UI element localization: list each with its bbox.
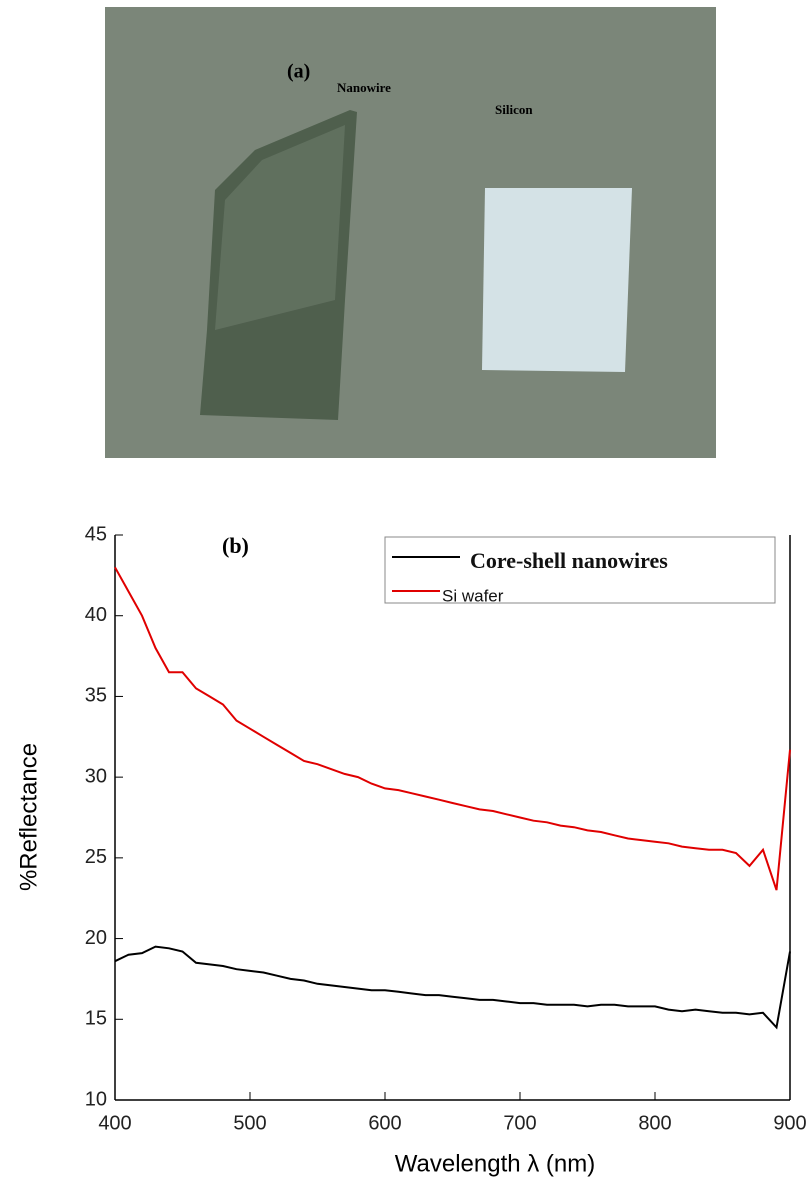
- y-tick-label: 35: [85, 685, 107, 707]
- photo-text: Nanowire: [337, 80, 391, 95]
- series-line: [115, 567, 790, 890]
- y-tick-label: 10: [85, 1088, 107, 1110]
- x-tick-label: 500: [233, 1112, 266, 1134]
- y-tick-label: 30: [85, 765, 107, 787]
- photo-label: (a): [287, 61, 310, 83]
- panel-label: (b): [222, 533, 249, 558]
- series-line: [115, 947, 790, 1028]
- y-tick-label: 40: [85, 604, 107, 626]
- x-tick-label: 400: [98, 1112, 131, 1134]
- x-tick-label: 800: [638, 1112, 671, 1134]
- figure: (a) Nanowire Silicon (b) Wavelength λ (n…: [0, 0, 810, 1190]
- legend-label: Si wafer: [442, 586, 504, 605]
- legend-label: Core-shell nanowires: [470, 548, 668, 573]
- x-tick-label: 900: [773, 1112, 806, 1134]
- y-tick-label: 45: [85, 523, 107, 545]
- x-tick-label: 700: [503, 1112, 536, 1134]
- silicon-sample: [482, 188, 632, 372]
- y-axis-label: %Reflectance: [15, 743, 42, 891]
- x-axis-label: Wavelength λ (nm): [395, 1150, 596, 1177]
- y-tick-label: 20: [85, 927, 107, 949]
- photo: (a) Nanowire Silicon: [105, 7, 716, 458]
- photo-text: Silicon: [495, 102, 533, 117]
- y-tick-label: 15: [85, 1008, 107, 1030]
- x-tick-label: 600: [368, 1112, 401, 1134]
- page: (a) Nanowire Silicon (b) Wavelength λ (n…: [0, 0, 810, 1190]
- y-tick-label: 25: [85, 846, 107, 868]
